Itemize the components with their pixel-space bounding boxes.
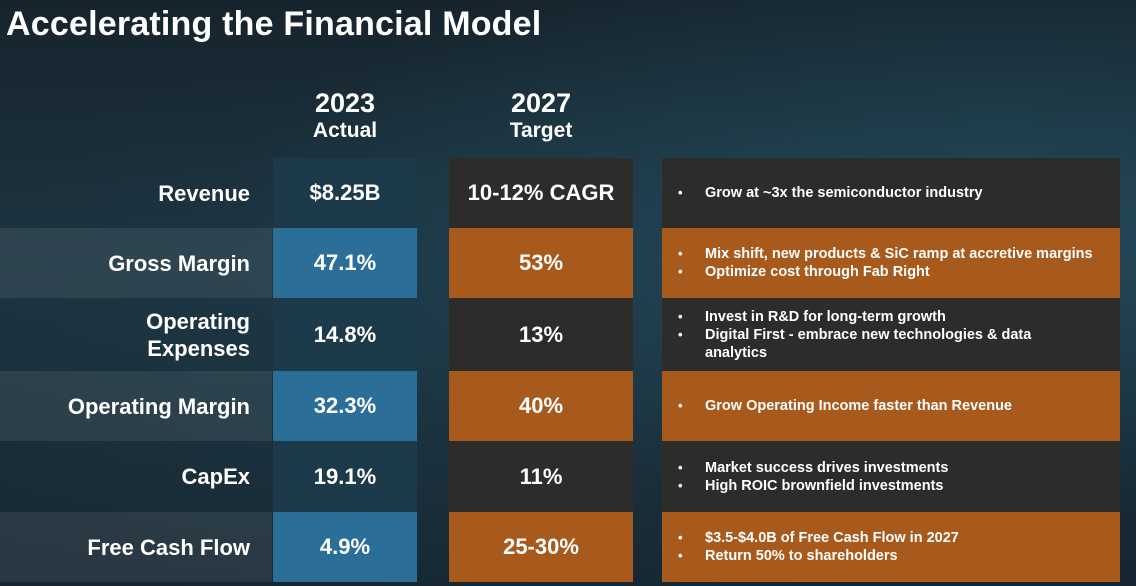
row-label-revenue: Revenue bbox=[158, 180, 250, 206]
column-year-target: 2027 bbox=[510, 88, 572, 118]
actual-value-gross-margin: 47.1% bbox=[273, 228, 417, 298]
note-item: Grow Operating Income faster than Revenu… bbox=[676, 397, 1012, 415]
table-row-free-cash-flow: Free Cash Flow 4.9% 25-30% $3.5-$4.0B of… bbox=[0, 512, 1136, 582]
note-item: Digital First - embrace new technologies… bbox=[676, 326, 1076, 362]
note-item: $3.5-$4.0B of Free Cash Flow in 2027 bbox=[676, 529, 959, 547]
row-label-line: Expenses bbox=[147, 335, 250, 361]
note-item: High ROIC brownfield investments bbox=[676, 477, 948, 495]
table-row-capex: CapEx 19.1% 11% Market success drives in… bbox=[0, 441, 1136, 512]
row-label-capex: CapEx bbox=[181, 464, 250, 489]
note-item: Grow at ~3x the semiconductor industry bbox=[676, 184, 983, 202]
note-item: Optimize cost through Fab Right bbox=[676, 263, 1093, 281]
table-row-revenue: Revenue $8.25B 10-12% CAGR Grow at ~3x t… bbox=[0, 158, 1136, 228]
row-label-line: Operating bbox=[146, 308, 250, 334]
notes-operating-margin: Grow Operating Income faster than Revenu… bbox=[662, 371, 1120, 441]
notes-free-cash-flow: $3.5-$4.0B of Free Cash Flow in 2027 Ret… bbox=[662, 512, 1120, 582]
table-row-operating-expenses: Operating Expenses 14.8% 13% Invest in R… bbox=[0, 298, 1136, 371]
target-value-operating-expenses: 13% bbox=[449, 298, 633, 371]
row-label-free-cash-flow: Free Cash Flow bbox=[87, 534, 250, 560]
table-row-operating-margin: Operating Margin 32.3% 40% Grow Operatin… bbox=[0, 371, 1136, 441]
notes-gross-margin: Mix shift, new products & SiC ramp at ac… bbox=[662, 228, 1120, 298]
column-label-actual: Actual bbox=[312, 119, 378, 142]
actual-value-revenue: $8.25B bbox=[273, 158, 417, 228]
column-label-target: Target bbox=[509, 119, 573, 142]
actual-value-operating-margin: 32.3% bbox=[273, 371, 417, 441]
actual-value-free-cash-flow: 4.9% bbox=[273, 512, 417, 582]
notes-revenue: Grow at ~3x the semiconductor industry bbox=[662, 158, 1120, 228]
row-label-gross-margin: Gross Margin bbox=[108, 250, 250, 276]
target-value-gross-margin: 53% bbox=[449, 228, 633, 298]
notes-capex: Market success drives investments High R… bbox=[662, 441, 1120, 512]
column-header-actual: 2023 Actual bbox=[260, 88, 430, 144]
row-label-operating-expenses: Operating Expenses bbox=[0, 298, 250, 371]
note-item: Invest in R&D for long-term growth bbox=[676, 308, 1076, 326]
row-label-operating-margin: Operating Margin bbox=[67, 393, 250, 419]
target-value-free-cash-flow: 25-30% bbox=[449, 512, 633, 582]
actual-value-operating-expenses: 14.8% bbox=[273, 298, 417, 371]
notes-operating-expenses: Invest in R&D for long-term growth Digit… bbox=[662, 298, 1120, 371]
target-value-operating-margin: 40% bbox=[449, 371, 633, 441]
target-value-capex: 11% bbox=[449, 441, 633, 512]
column-year-actual: 2023 bbox=[314, 88, 376, 118]
page-title: Accelerating the Financial Model bbox=[6, 5, 542, 43]
note-item: Mix shift, new products & SiC ramp at ac… bbox=[676, 245, 1093, 263]
actual-value-capex: 19.1% bbox=[273, 441, 417, 512]
table-row-gross-margin: Gross Margin 47.1% 53% Mix shift, new pr… bbox=[0, 228, 1136, 298]
target-value-revenue: 10-12% CAGR bbox=[449, 158, 633, 228]
note-item: Return 50% to shareholders bbox=[676, 547, 959, 565]
column-header-target: 2027 Target bbox=[456, 88, 626, 144]
note-item: Market success drives investments bbox=[676, 459, 948, 477]
